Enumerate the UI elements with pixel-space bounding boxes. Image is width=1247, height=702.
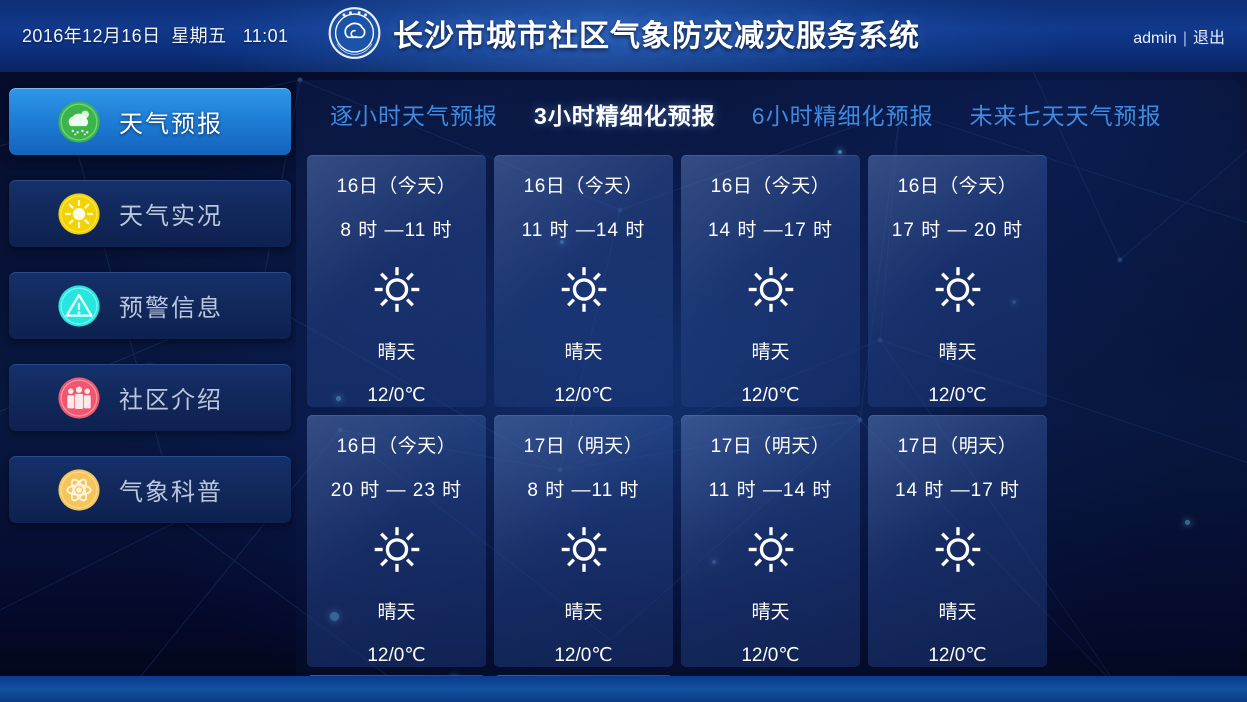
sidebar-item-label: 气象科普 <box>119 479 223 506</box>
card-day-label: 16日（今天） <box>710 176 831 197</box>
card-day-label: 16日（今天） <box>336 436 457 457</box>
app-header: 2016年12月16日 星期五 11:01 长沙市城市社区气象防灾减灾服务系统 … <box>0 0 1247 72</box>
sidebar-item-alert-info[interactable]: 预警信息 <box>9 272 291 339</box>
card-condition: 晴天 <box>377 342 416 363</box>
card-day-label: 16日（今天） <box>523 176 644 197</box>
user-separator: | <box>1182 30 1187 47</box>
sidebar-item-label: 预警信息 <box>119 295 223 322</box>
logout-button[interactable]: 退出 <box>1192 30 1225 47</box>
page-title: 长沙市城市社区气象防灾减灾服务系统 <box>393 20 920 53</box>
cma-seal-logo-icon <box>328 7 380 59</box>
sun-icon <box>374 527 419 572</box>
card-day-label: 16日（今天） <box>897 176 1018 197</box>
card-time-range: 17 时 — 20 时 <box>891 220 1024 241</box>
forecast-card[interactable]: 17日（明天） 14 时 —17 时 晴天 12/0℃ <box>868 415 1047 667</box>
sun-icon <box>561 527 606 572</box>
warning-triangle-icon <box>58 284 100 327</box>
sidebar-item-weather-science[interactable]: 气象科普 <box>9 456 291 523</box>
sun-icon <box>935 267 980 312</box>
card-condition: 晴天 <box>938 602 977 623</box>
card-time-range: 14 时 —17 时 <box>894 480 1021 501</box>
forecast-card[interactable]: 16日（今天） 17 时 — 20 时 晴天 12/0℃ <box>868 155 1047 407</box>
tab-hourly-forecast[interactable]: 逐小时天气预报 <box>330 103 498 129</box>
forecast-card[interactable]: 17日（明天） 11 时 —14 时 晴天 12/0℃ <box>681 415 860 667</box>
sidebar-item-label: 天气预报 <box>119 111 223 138</box>
sun-icon <box>935 527 980 572</box>
header-sheen <box>0 0 1247 72</box>
card-temperature: 12/0℃ <box>741 385 800 406</box>
cloud-sun-rain-icon <box>58 100 100 143</box>
card-time-range: 11 时 —14 时 <box>708 480 833 501</box>
main-content-panel: 逐小时天气预报 3小时精细化预报 6小时精细化预报 未来七天天气预报 16日（今… <box>296 80 1240 702</box>
sun-icon <box>748 527 793 572</box>
card-time-range: 20 时 — 23 时 <box>330 480 463 501</box>
bottom-accent-strip <box>0 676 1247 702</box>
header-datetime: 2016年12月16日 星期五 11:01 <box>22 26 289 46</box>
card-condition: 晴天 <box>751 602 790 623</box>
card-day-label: 17日（明天） <box>523 436 644 457</box>
card-temperature: 12/0℃ <box>928 645 987 666</box>
card-condition: 晴天 <box>564 342 603 363</box>
card-time-range: 11 时 —14 时 <box>521 220 646 241</box>
sun-icon <box>58 192 100 235</box>
sidebar-item-label: 天气实况 <box>119 203 223 230</box>
brand: 长沙市城市社区气象防灾减灾服务系统 <box>327 6 920 60</box>
card-condition: 晴天 <box>938 342 977 363</box>
card-temperature: 12/0℃ <box>741 645 800 666</box>
user-area: admin | 退出 <box>1133 24 1225 48</box>
card-day-label: 17日（明天） <box>897 436 1018 457</box>
forecast-card[interactable]: 16日（今天） 11 时 —14 时 晴天 12/0℃ <box>494 155 673 407</box>
username-label[interactable]: admin <box>1133 30 1177 47</box>
card-temperature: 12/0℃ <box>367 385 426 406</box>
forecast-card[interactable]: 16日（今天） 20 时 — 23 时 晴天 12/0℃ <box>307 415 486 667</box>
card-condition: 晴天 <box>564 602 603 623</box>
sun-icon <box>748 267 793 312</box>
forecast-card[interactable]: 16日（今天） 8 时 —11 时 晴天 12/0℃ <box>307 155 486 407</box>
sun-icon <box>561 267 606 312</box>
card-time-range: 8 时 —11 时 <box>527 480 640 501</box>
card-day-label: 17日（明天） <box>710 436 831 457</box>
card-temperature: 12/0℃ <box>367 645 426 666</box>
forecast-card-grid: 16日（今天） 8 时 —11 时 晴天 12/0℃ 16日（今天） <box>307 155 1231 702</box>
sidebar-item-weather-forecast[interactable]: 天气预报 <box>9 88 291 155</box>
people-group-icon <box>58 376 100 419</box>
card-day-label: 16日（今天） <box>336 176 457 197</box>
tab-6hour-forecast[interactable]: 6小时精细化预报 <box>751 103 934 129</box>
card-temperature: 12/0℃ <box>554 385 613 406</box>
card-temperature: 12/0℃ <box>554 645 613 666</box>
sidebar: 天气预报 天气实况 <box>9 88 291 548</box>
card-time-range: 14 时 —17 时 <box>707 220 834 241</box>
tab-seven-day-forecast[interactable]: 未来七天天气预报 <box>969 103 1162 129</box>
sun-icon <box>374 267 419 312</box>
tab-3hour-forecast[interactable]: 3小时精细化预报 <box>534 103 716 129</box>
sidebar-item-community-intro[interactable]: 社区介绍 <box>9 364 291 431</box>
atom-icon <box>58 468 100 511</box>
forecast-card[interactable]: 16日（今天） 14 时 —17 时 晴天 12/0℃ <box>681 155 860 407</box>
sidebar-item-live-weather[interactable]: 天气实况 <box>9 180 291 247</box>
card-temperature: 12/0℃ <box>928 385 987 406</box>
sidebar-item-label: 社区介绍 <box>119 387 223 414</box>
card-condition: 晴天 <box>377 602 416 623</box>
forecast-card[interactable]: 17日（明天） 8 时 —11 时 晴天 12/0℃ <box>494 415 673 667</box>
forecast-tabs: 逐小时天气预报 3小时精细化预报 6小时精细化预报 未来七天天气预报 <box>296 88 1240 140</box>
card-time-range: 8 时 —11 时 <box>340 220 453 241</box>
card-condition: 晴天 <box>751 342 790 363</box>
